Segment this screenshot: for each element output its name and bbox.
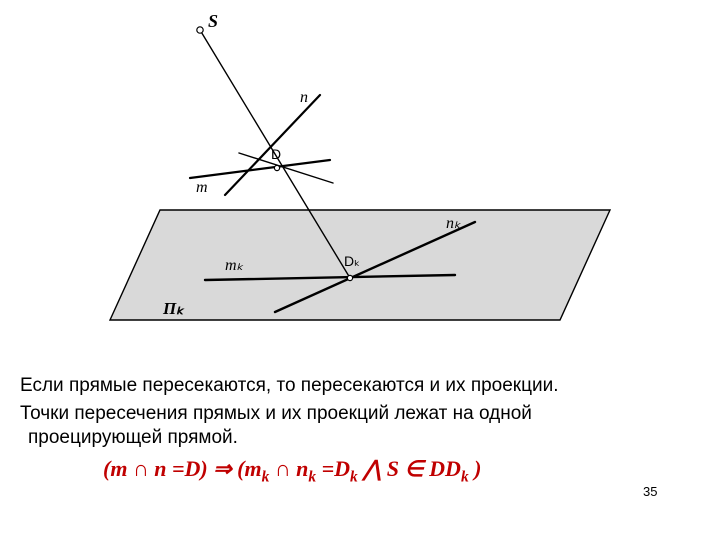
svg-text:n: n [300,89,308,106]
formula-p5: ) [469,456,482,481]
svg-text:nₖ: nₖ [446,215,461,232]
formula-p2: ∩ n [269,456,308,481]
svg-text:Пₖ: Пₖ [162,299,185,318]
formula-k4: k [461,468,469,485]
formula-p4: ⋀ S ∈ DD [358,456,461,481]
svg-text:m: m [196,179,208,196]
svg-text:D: D [271,146,281,162]
page-number: 35 [643,484,657,499]
implication-formula: (m ∩ n =D) ⇒ (mk ∩ nk =Dk ⋀ S ∈ DDk ) [103,456,481,486]
svg-text:Dₖ: Dₖ [344,253,360,269]
svg-text:S: S [208,11,218,31]
svg-text:mₖ: mₖ [225,257,244,274]
formula-k2: k [308,468,316,485]
formula-p3: =D [316,456,350,481]
caption-line-2: Точки пересечения прямых и их проекций л… [20,402,532,426]
caption-line-3: проецирующей прямой. [28,426,238,450]
formula-k3: k [350,468,358,485]
caption-line-1: Если прямые пересекаются, то пересекаютс… [20,374,559,398]
formula-p1: (m ∩ n =D) ⇒ (m [103,456,262,481]
